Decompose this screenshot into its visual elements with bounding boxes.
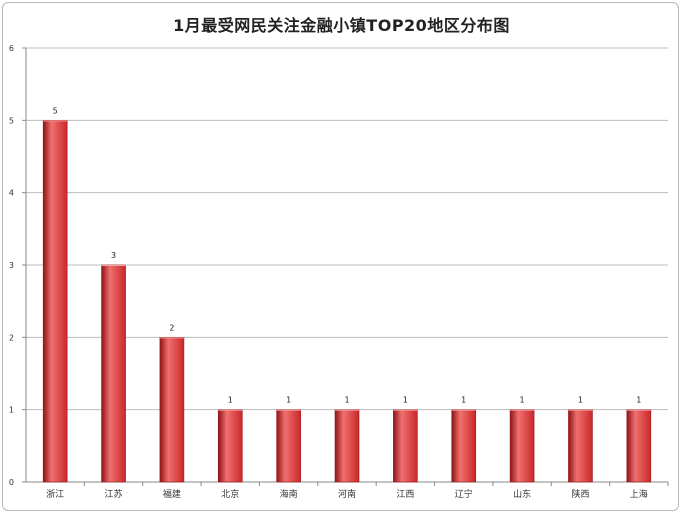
category-label: 辽宁 [455, 488, 473, 500]
bar-江苏 [101, 264, 126, 483]
bar-海南 [276, 409, 301, 483]
data-label: 1 [578, 396, 583, 405]
y-tick-labels: 0 1 2 3 4 5 6 [9, 44, 14, 487]
data-label: 1 [403, 396, 408, 405]
y-tick-label: 4 [9, 189, 14, 198]
data-label: 1 [520, 396, 525, 405]
category-label: 河南 [338, 488, 356, 500]
bar-北京 [217, 409, 243, 483]
data-labels: 5 3 2 1 1 1 1 1 1 1 1 [53, 106, 642, 404]
data-label: 1 [228, 396, 233, 405]
bar-山东 [509, 409, 535, 483]
category-label: 浙江 [46, 488, 64, 500]
y-tick-label: 1 [9, 406, 14, 415]
category-label: 山东 [513, 488, 531, 500]
bar-福建 [159, 337, 185, 483]
y-tick-label: 5 [9, 116, 14, 125]
bar-河南 [334, 409, 360, 483]
y-tick-label: 6 [9, 44, 14, 53]
category-label: 江西 [396, 489, 414, 500]
category-labels: 浙江 江苏 福建 北京 海南 河南 江西 辽宁 山东 陕西 上海 [46, 488, 648, 500]
y-tick-label: 3 [9, 261, 14, 270]
data-label: 1 [636, 396, 641, 405]
data-label: 1 [344, 396, 349, 405]
data-label: 1 [286, 396, 291, 405]
category-label: 北京 [221, 488, 239, 500]
y-tick-label: 0 [9, 478, 14, 487]
category-label: 福建 [163, 488, 181, 500]
bar-江西 [393, 409, 418, 483]
bar-浙江 [42, 120, 68, 483]
chart-title: 1月最受网民关注金融小镇TOP20地区分布图 [173, 16, 510, 35]
data-label: 2 [169, 323, 174, 332]
bar-辽宁 [451, 409, 477, 483]
category-label: 江苏 [105, 488, 123, 500]
y-tick-label: 2 [9, 333, 14, 342]
data-label: 5 [53, 106, 58, 115]
bar-上海 [626, 409, 652, 483]
bars [42, 120, 652, 483]
data-label: 1 [461, 396, 466, 405]
category-label: 陕西 [571, 488, 589, 500]
category-label: 上海 [630, 488, 648, 500]
bar-陕西 [568, 409, 593, 483]
data-label: 3 [111, 251, 116, 260]
category-label: 海南 [280, 488, 298, 500]
